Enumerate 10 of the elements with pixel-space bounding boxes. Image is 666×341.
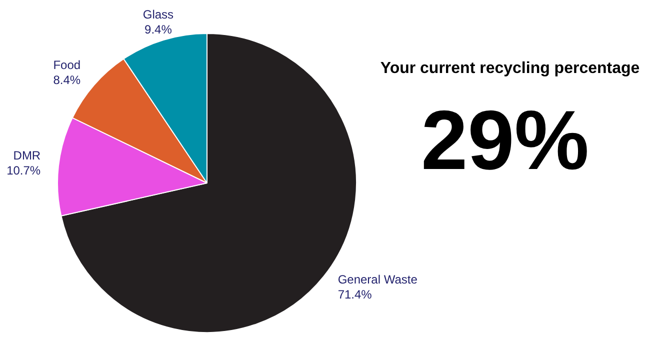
- data-label: 71.4%: [338, 287, 372, 302]
- data-label: 9.4%: [144, 22, 172, 37]
- slice-label: Food: [53, 58, 81, 72]
- data-label: 8.4%: [53, 72, 81, 87]
- data-label: 10.7%: [6, 164, 41, 178]
- text: Your current recycling percentage: [379, 60, 641, 78]
- slice-label: DMR: [13, 148, 41, 163]
- slice-label: General Waste: [338, 272, 418, 286]
- slice-label: Glass: [142, 8, 174, 22]
- text: 29%: [420, 92, 590, 189]
